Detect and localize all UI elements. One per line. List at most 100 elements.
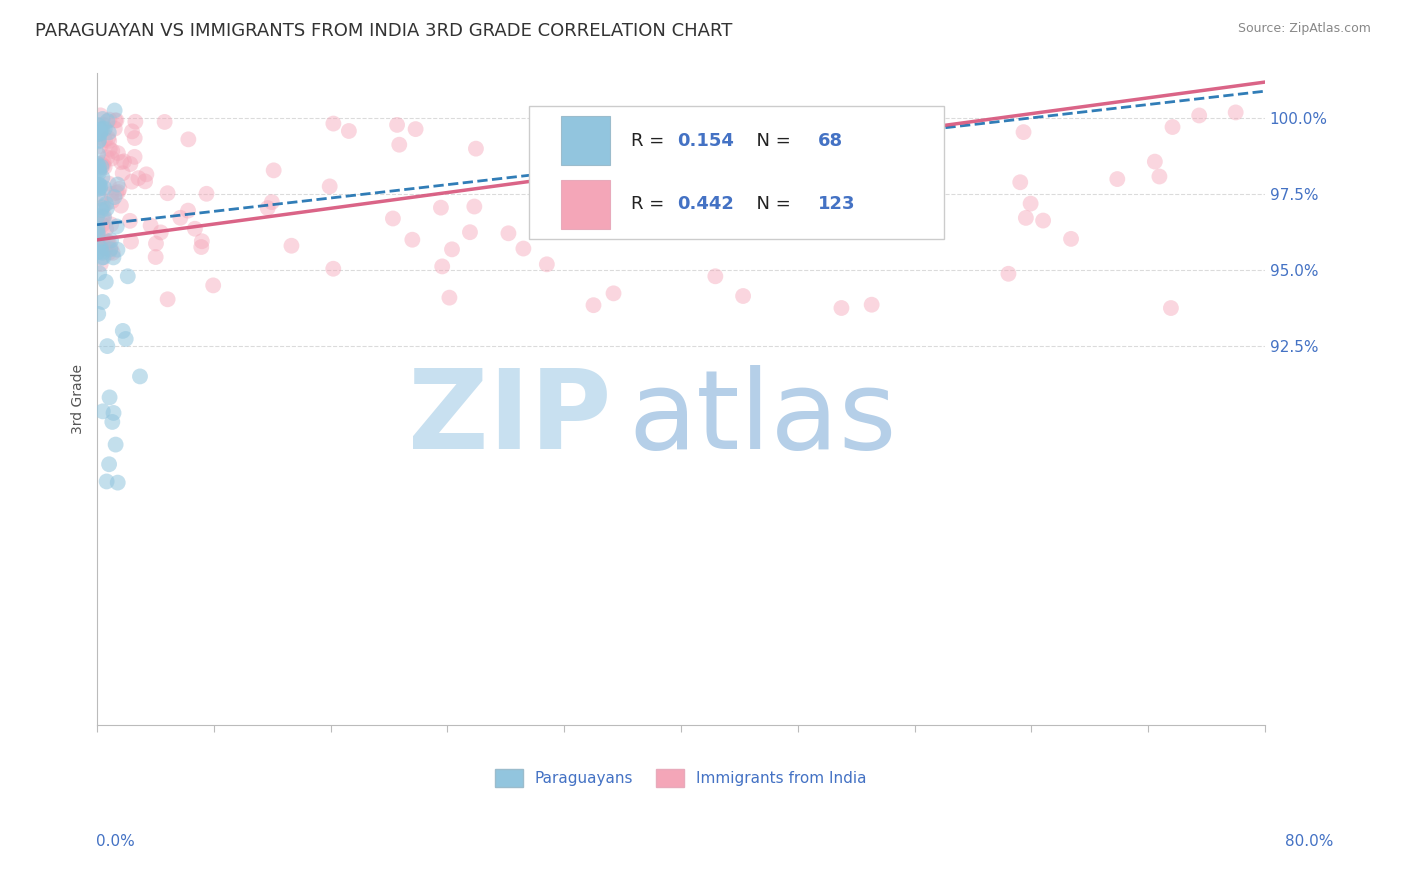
Point [1010, 175, 1032, 189]
Point [87, 223, 110, 237]
Point [156, 293, 179, 307]
Point [89, 165, 111, 179]
Point [145, 250, 167, 264]
Point [89, 181, 111, 195]
Point [704, 269, 727, 284]
Text: PARAGUAYAN VS IMMIGRANTS FROM INDIA 3RD GRADE CORRELATION CHART: PARAGUAYAN VS IMMIGRANTS FROM INDIA 3RD … [35, 22, 733, 40]
Point [91, 201, 114, 215]
Point [91, 211, 114, 225]
Point [120, 235, 142, 249]
Point [90, 242, 112, 256]
Point [139, 219, 162, 233]
Point [87, 135, 110, 149]
Point [439, 291, 461, 305]
Point [91, 159, 114, 173]
Point [766, 198, 789, 212]
Point [191, 234, 214, 248]
Point [633, 174, 655, 188]
Point [127, 171, 149, 186]
Point [98, 243, 121, 257]
Point [512, 242, 534, 256]
Point [322, 117, 344, 131]
Text: N =: N = [745, 132, 797, 150]
Point [91, 121, 114, 136]
Point [107, 146, 129, 161]
Point [114, 332, 136, 346]
Legend: Paraguayans, Immigrants from India: Paraguayans, Immigrants from India [489, 763, 873, 793]
Point [107, 178, 129, 192]
Point [1032, 213, 1054, 227]
Text: Source: ZipAtlas.com: Source: ZipAtlas.com [1237, 22, 1371, 36]
Point [337, 124, 360, 138]
Point [134, 174, 156, 188]
Point [97, 125, 120, 139]
Point [96, 339, 118, 353]
Point [100, 218, 122, 232]
Point [830, 301, 852, 315]
Point [1015, 211, 1038, 225]
Point [89, 179, 111, 194]
Point [256, 201, 278, 215]
Point [997, 267, 1019, 281]
Point [870, 164, 893, 178]
Text: ZIP: ZIP [408, 365, 610, 472]
Point [86, 157, 108, 171]
Point [87, 238, 110, 252]
Point [112, 154, 135, 169]
Point [89, 266, 111, 280]
Point [91, 112, 114, 126]
Point [89, 161, 111, 175]
Y-axis label: 3rd Grade: 3rd Grade [72, 364, 86, 434]
Point [860, 298, 883, 312]
Point [1149, 169, 1171, 184]
Point [86, 245, 108, 260]
Point [322, 261, 344, 276]
Point [98, 134, 121, 148]
Point [89, 125, 111, 139]
Point [190, 240, 212, 254]
Point [96, 114, 118, 128]
Text: N =: N = [745, 195, 797, 213]
Point [86, 209, 108, 223]
Point [108, 182, 131, 196]
Point [97, 131, 120, 145]
Point [103, 190, 125, 204]
Point [98, 457, 121, 471]
Point [156, 186, 179, 201]
Point [110, 155, 132, 169]
Point [536, 257, 558, 271]
Point [121, 175, 143, 189]
Point [91, 118, 114, 132]
Point [388, 137, 411, 152]
Point [169, 211, 191, 225]
Point [1060, 232, 1083, 246]
Point [91, 170, 114, 185]
Point [87, 177, 110, 191]
Point [87, 159, 110, 173]
Point [1107, 172, 1129, 186]
Point [554, 112, 576, 127]
Text: 80.0%: 80.0% [1285, 834, 1333, 848]
Text: 0.154: 0.154 [678, 132, 734, 150]
Point [89, 191, 111, 205]
Point [93, 199, 115, 213]
Text: R =: R = [631, 132, 669, 150]
Point [562, 194, 585, 209]
Point [100, 233, 122, 247]
Point [87, 186, 110, 201]
Point [688, 190, 710, 204]
Point [91, 231, 114, 245]
Point [318, 179, 340, 194]
Point [498, 227, 520, 241]
Point [91, 245, 114, 260]
Point [93, 211, 115, 225]
Point [87, 229, 110, 244]
Point [91, 218, 114, 232]
Point [117, 269, 139, 284]
FancyBboxPatch shape [561, 180, 610, 228]
Point [1012, 125, 1035, 139]
Point [93, 121, 115, 136]
Point [90, 257, 112, 271]
Point [87, 147, 110, 161]
Point [381, 211, 404, 226]
